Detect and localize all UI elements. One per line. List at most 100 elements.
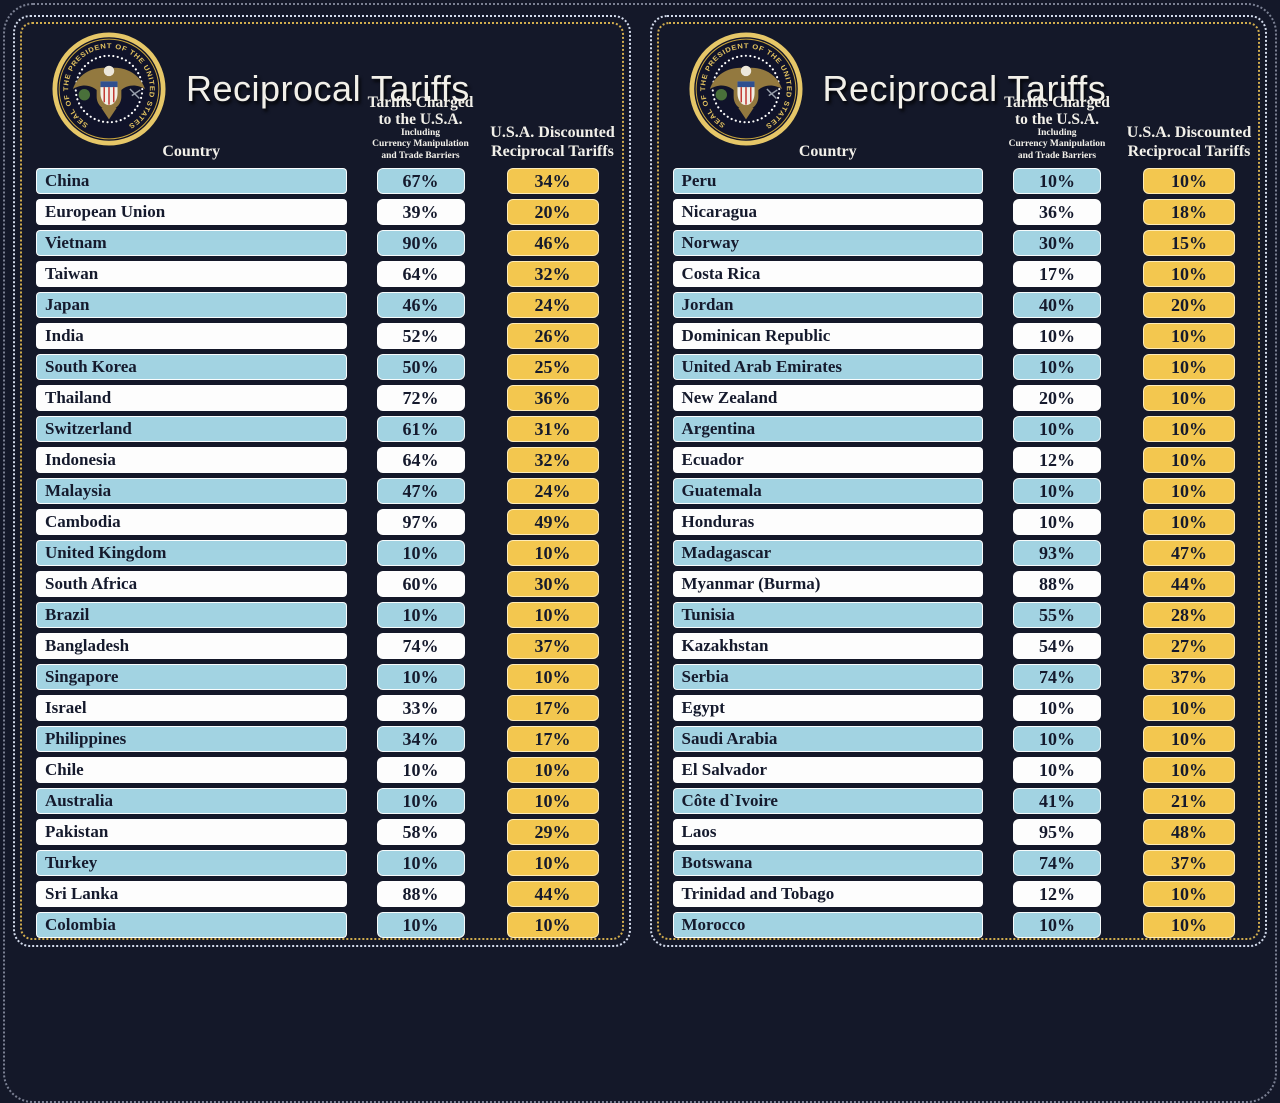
charged-tariff-cell: 12% — [1013, 447, 1101, 473]
country-cell: Cambodia — [36, 509, 347, 535]
table-row: New Zealand 20% 10% — [672, 385, 1248, 411]
country-cell: Serbia — [672, 664, 983, 690]
table-row: Pakistan 58% 29% — [36, 819, 611, 845]
column-header-charged: Tariffs Charged to the U.S.A. Including … — [1004, 94, 1110, 162]
charged-tariff-cell: 10% — [1013, 168, 1101, 194]
charged-tariff-cell: 46% — [376, 292, 465, 318]
charged-header-subline: and Trade Barriers — [381, 150, 460, 161]
table-row: Bangladesh 74% 37% — [36, 633, 611, 659]
discounted-tariff-cell: 27% — [1143, 633, 1235, 659]
charged-tariff-cell: 36% — [1013, 199, 1101, 225]
charged-tariff-cell: 10% — [376, 664, 465, 690]
discounted-header-line: Reciprocal Tariffs — [491, 142, 614, 160]
table-row: Dominican Republic 10% 10% — [672, 323, 1248, 349]
discounted-tariff-cell: 36% — [506, 385, 599, 411]
country-cell: Australia — [36, 788, 347, 814]
country-cell: Myanmar (Burma) — [672, 571, 983, 597]
table-row: Sri Lanka 88% 44% — [36, 881, 611, 907]
country-cell: Norway — [672, 230, 983, 256]
charged-tariff-cell: 41% — [1013, 788, 1101, 814]
table-row: Costa Rica 17% 10% — [672, 261, 1248, 287]
country-cell: Honduras — [672, 509, 983, 535]
discounted-tariff-cell: 32% — [506, 261, 599, 287]
charged-tariff-cell: 50% — [376, 354, 465, 380]
tariff-panel-inner: SEAL OF THE PRESIDENT OF THE UNITED STAT… — [20, 22, 624, 940]
discounted-tariff-cell: 10% — [1143, 478, 1235, 504]
table-row: Jordan 40% 20% — [672, 292, 1248, 318]
country-cell: Laos — [672, 819, 983, 845]
eagle-emblem — [709, 65, 782, 120]
country-cell: European Union — [36, 199, 347, 225]
country-cell: Jordan — [672, 292, 983, 318]
country-cell: New Zealand — [672, 385, 983, 411]
charged-header-subline: Currency Manipulation — [1008, 139, 1106, 150]
charged-tariff-cell: 34% — [376, 726, 465, 752]
table-row: Guatemala 10% 10% — [672, 478, 1248, 504]
charged-tariff-cell: 33% — [376, 695, 465, 721]
table-row: El Salvador 10% 10% — [672, 757, 1248, 783]
discounted-tariff-cell: 34% — [506, 168, 599, 194]
presidential-seal-icon: SEAL OF THE PRESIDENT OF THE UNITED STAT… — [688, 32, 803, 146]
country-cell: Japan — [36, 292, 347, 318]
discounted-tariff-cell: 37% — [1143, 664, 1235, 690]
presidential-seal-icon: SEAL OF THE PRESIDENT OF THE UNITED STAT… — [52, 32, 166, 146]
discounted-tariff-cell: 10% — [1143, 509, 1235, 535]
table-row: Côte d`Ivoire 41% 21% — [672, 788, 1248, 814]
panels-container: SEAL OF THE PRESIDENT OF THE UNITED STAT… — [13, 15, 1267, 947]
country-cell: Thailand — [36, 385, 347, 411]
discounted-tariff-cell: 10% — [506, 912, 599, 938]
table-row: India 52% 26% — [36, 323, 611, 349]
discounted-tariff-cell: 10% — [1143, 385, 1235, 411]
country-cell: China — [36, 168, 347, 194]
column-header-country: Country — [798, 143, 857, 160]
country-cell: Dominican Republic — [672, 323, 983, 349]
country-cell: Costa Rica — [672, 261, 983, 287]
discounted-tariff-cell: 10% — [1143, 912, 1235, 938]
country-cell: Sri Lanka — [36, 881, 347, 907]
discounted-tariff-cell: 37% — [1143, 850, 1235, 876]
country-cell: Philippines — [36, 726, 347, 752]
country-cell: Botswana — [672, 850, 983, 876]
country-cell: Vietnam — [36, 230, 347, 256]
rows: Peru 10% 10% Nicaragua 36% 18% Norway 30% 15% Cos… — [672, 168, 1248, 938]
country-cell: Israel — [36, 695, 347, 721]
country-cell: Turkey — [36, 850, 347, 876]
discounted-tariff-cell: 10% — [506, 540, 599, 566]
discounted-tariff-cell: 25% — [506, 354, 599, 380]
country-cell: Colombia — [36, 912, 347, 938]
discounted-tariff-cell: 44% — [1143, 571, 1235, 597]
table-row: Turkey 10% 10% — [36, 850, 611, 876]
discounted-tariff-cell: 10% — [1143, 168, 1235, 194]
discounted-tariff-cell: 26% — [506, 323, 599, 349]
country-cell: Singapore — [36, 664, 347, 690]
discounted-tariff-cell: 49% — [506, 509, 599, 535]
country-cell: Egypt — [672, 695, 983, 721]
charged-tariff-cell: 12% — [1013, 881, 1101, 907]
table-row: European Union 39% 20% — [36, 199, 611, 225]
table-row: Taiwan 64% 32% — [36, 261, 611, 287]
charged-tariff-cell: 10% — [376, 850, 465, 876]
charged-tariff-cell: 10% — [376, 602, 465, 628]
discounted-tariff-cell: 17% — [506, 726, 599, 752]
charged-tariff-cell: 61% — [376, 416, 465, 442]
country-cell: South Africa — [36, 571, 347, 597]
discounted-tariff-cell: 10% — [506, 757, 599, 783]
table-row: Peru 10% 10% — [672, 168, 1248, 194]
charged-header-line: to the U.S.A. — [378, 110, 463, 128]
charged-tariff-cell: 90% — [376, 230, 465, 256]
tariff-panel: SEAL OF THE PRESIDENT OF THE UNITED STAT… — [13, 15, 631, 947]
charged-tariff-cell: 10% — [1013, 416, 1101, 442]
charged-tariff-cell: 10% — [376, 788, 465, 814]
column-header-discounted: U.S.A. Discounted Reciprocal Tariffs — [1127, 124, 1251, 162]
tariff-panel: SEAL OF THE PRESIDENT OF THE UNITED STAT… — [649, 15, 1267, 947]
charged-tariff-cell: 55% — [1013, 602, 1101, 628]
table-row: Saudi Arabia 10% 10% — [672, 726, 1248, 752]
table-row: Vietnam 90% 46% — [36, 230, 611, 256]
discounted-tariff-cell: 10% — [1143, 726, 1235, 752]
charged-tariff-cell: 88% — [376, 881, 465, 907]
discounted-tariff-cell: 10% — [1143, 261, 1235, 287]
charged-tariff-cell: 10% — [1013, 757, 1101, 783]
table-row: Ecuador 12% 10% — [672, 447, 1248, 473]
discounted-tariff-cell: 15% — [1143, 230, 1235, 256]
discounted-tariff-cell: 24% — [506, 478, 599, 504]
